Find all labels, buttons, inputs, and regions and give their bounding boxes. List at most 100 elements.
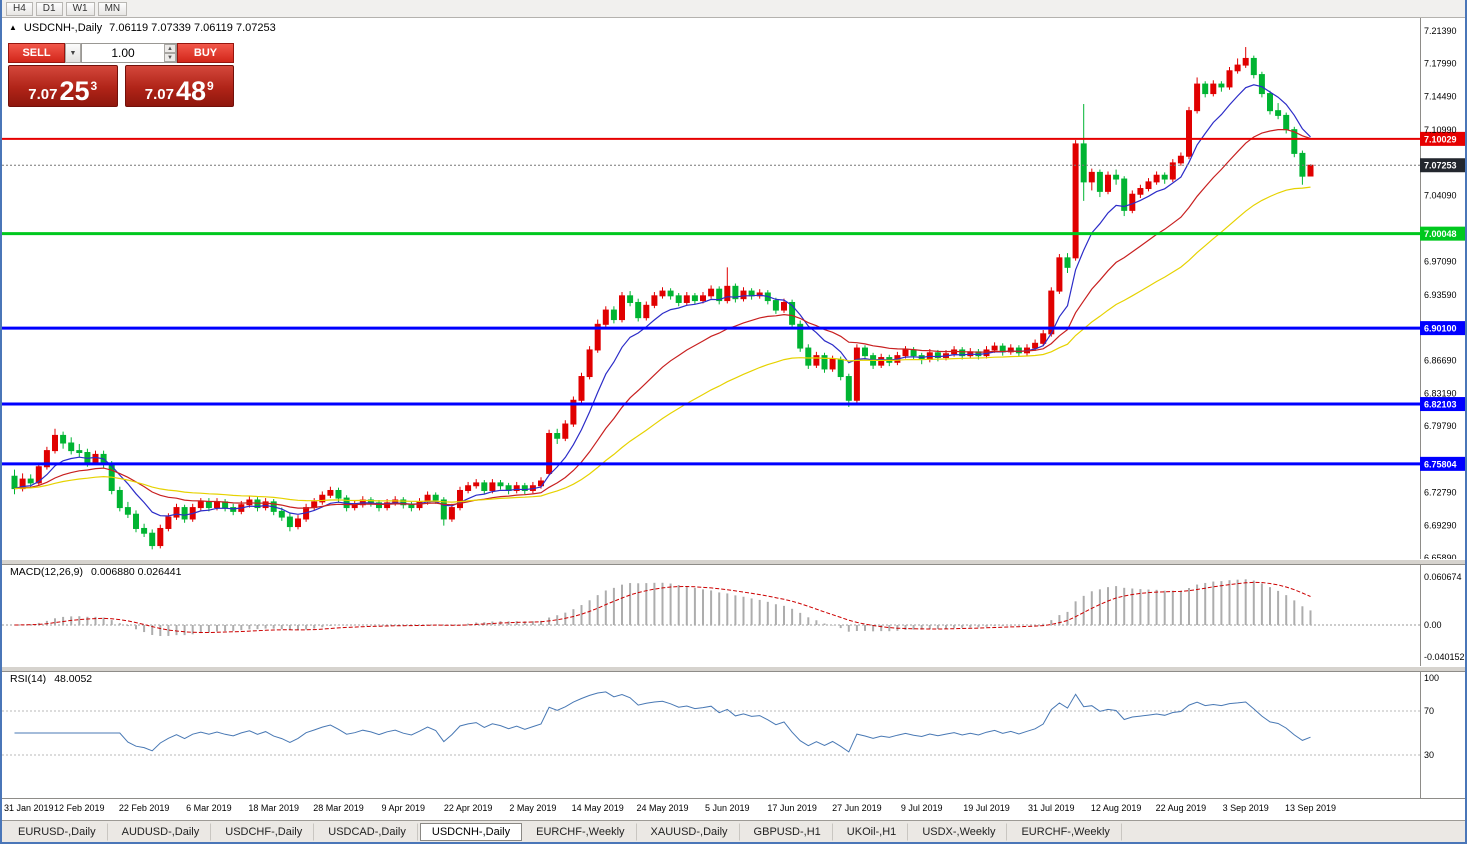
ma-line-8 xyxy=(14,84,1311,517)
timeframe-w1-button[interactable]: W1 xyxy=(65,1,95,16)
svg-text:17 Jun 2019: 17 Jun 2019 xyxy=(767,803,817,813)
chart-header: ▲ USDCNH-,Daily 7.06119 7.07339 7.06119 … xyxy=(9,22,276,34)
candles-group xyxy=(11,47,1314,550)
rsi-name: RSI(14) xyxy=(10,673,47,685)
hline-6.90100[interactable]: 6.90100 xyxy=(2,321,1465,336)
chart-tab-usdx-weekly[interactable]: USDX-,Weekly xyxy=(910,822,1008,841)
chart-tab-eurchf-weekly[interactable]: EURCHF-,Weekly xyxy=(1009,822,1122,841)
trade-panel-top-row: SELL ▼ ▲ ▼ BUY xyxy=(8,43,234,63)
macd-axis-labels: 0.060674 0.00 -0.040152 xyxy=(1424,572,1465,662)
svg-text:6.79790: 6.79790 xyxy=(1424,421,1457,431)
svg-text:12 Feb 2019: 12 Feb 2019 xyxy=(54,803,105,813)
svg-text:22 Feb 2019: 22 Feb 2019 xyxy=(119,803,170,813)
macd-signal-line xyxy=(14,581,1311,633)
macd-histogram xyxy=(21,579,1312,637)
trade-panel-price-row: 7.07 25 3 7.07 48 9 xyxy=(8,65,234,107)
sell-price-sup: 3 xyxy=(90,79,98,93)
chart-tab-eurusd-daily[interactable]: EURUSD-,Daily xyxy=(6,822,108,841)
chart-tab-eurchf-weekly[interactable]: EURCHF-,Weekly xyxy=(524,822,637,841)
svg-text:0.00: 0.00 xyxy=(1424,620,1442,630)
timeframe-mn-button[interactable]: MN xyxy=(97,1,128,16)
svg-text:28 Mar 2019: 28 Mar 2019 xyxy=(313,803,364,813)
svg-text:5 Jun 2019: 5 Jun 2019 xyxy=(705,803,750,813)
chart-tab-audusd-daily[interactable]: AUDUSD-,Daily xyxy=(110,822,212,841)
svg-text:9 Jul 2019: 9 Jul 2019 xyxy=(901,803,943,813)
svg-text:6 Mar 2019: 6 Mar 2019 xyxy=(186,803,232,813)
svg-text:6.72790: 6.72790 xyxy=(1424,487,1457,497)
hline-6.75804[interactable]: 6.75804 xyxy=(2,456,1465,471)
sell-button[interactable]: SELL xyxy=(8,43,65,63)
svg-text:6.86690: 6.86690 xyxy=(1424,355,1457,365)
hline-6.82103[interactable]: 6.82103 xyxy=(2,397,1465,412)
svg-text:7.10990: 7.10990 xyxy=(1424,125,1457,135)
svg-text:-0.040152: -0.040152 xyxy=(1424,652,1465,662)
panel-separator-macd[interactable] xyxy=(2,559,1465,565)
chart-ohlc-values: 7.06119 7.07339 7.06119 7.07253 xyxy=(109,22,276,34)
svg-text:6.97090: 6.97090 xyxy=(1424,257,1457,267)
timeframe-d1-button[interactable]: D1 xyxy=(35,1,63,16)
svg-text:7.07253: 7.07253 xyxy=(1424,161,1457,171)
time-axis-labels: 31 Jan 2019 12 Feb 2019 22 Feb 2019 6 Mar 2… xyxy=(4,803,1336,813)
svg-text:18 Mar 2019: 18 Mar 2019 xyxy=(248,803,299,813)
volume-spinner: ▲ ▼ xyxy=(164,44,176,62)
svg-text:14 May 2019: 14 May 2019 xyxy=(572,803,624,813)
chart-area[interactable]: 7.10029 7.00048 6.90100 6.82103 6.75804 7.072… xyxy=(2,18,1465,820)
rsi-axis-labels: 100 70 30 xyxy=(1424,673,1439,760)
timeframe-toolbar: H4 D1 W1 MN xyxy=(2,0,1465,18)
svg-text:7.10029: 7.10029 xyxy=(1424,134,1457,144)
price-scale[interactable] xyxy=(1420,18,1465,798)
svg-text:6.75804: 6.75804 xyxy=(1424,459,1457,469)
svg-text:0.060674: 0.060674 xyxy=(1424,572,1462,582)
svg-text:22 Apr 2019: 22 Apr 2019 xyxy=(444,803,493,813)
svg-text:24 May 2019: 24 May 2019 xyxy=(636,803,688,813)
buy-price-button[interactable]: 7.07 48 9 xyxy=(124,65,234,107)
svg-text:6.83190: 6.83190 xyxy=(1424,389,1457,399)
chart-tab-usdcnh-daily[interactable]: USDCNH-,Daily xyxy=(419,822,523,841)
buy-button[interactable]: BUY xyxy=(177,43,234,63)
volume-spin-up-button[interactable]: ▲ xyxy=(164,44,176,53)
sell-price-big: 7.07 xyxy=(28,86,58,103)
buy-price-big: 7.07 xyxy=(144,86,174,103)
svg-text:6.93590: 6.93590 xyxy=(1424,290,1457,300)
svg-text:7.00048: 7.00048 xyxy=(1424,229,1457,239)
chart-tab-gbpusd-h1[interactable]: GBPUSD-,H1 xyxy=(742,822,833,841)
svg-text:6.69290: 6.69290 xyxy=(1424,521,1457,531)
sell-price-button[interactable]: 7.07 25 3 xyxy=(8,65,118,107)
svg-text:22 Aug 2019: 22 Aug 2019 xyxy=(1156,803,1207,813)
svg-text:6.90100: 6.90100 xyxy=(1424,324,1457,334)
hline-7.10029[interactable]: 7.10029 xyxy=(2,131,1465,146)
hline-7.00048[interactable]: 7.00048 xyxy=(2,226,1465,241)
svg-text:100: 100 xyxy=(1424,673,1439,683)
chart-tab-xauusd-daily[interactable]: XAUUSD-,Daily xyxy=(639,822,740,841)
chart-tab-bar: EURUSD-,Daily AUDUSD-,Daily USDCHF-,Daily U… xyxy=(2,820,1465,842)
macd-indicator-label: MACD(12,26,9) 0.006880 0.026441 xyxy=(10,566,181,578)
chart-tab-ukoil-h1[interactable]: UKOil-,H1 xyxy=(835,822,909,841)
price-axis-labels: 7.21390 7.17990 7.14490 7.10990 7.04090 6.970… xyxy=(1424,26,1457,563)
volume-input[interactable] xyxy=(81,43,177,63)
ma-line-21 xyxy=(14,128,1311,509)
ma-line-45 xyxy=(14,186,1311,503)
svg-text:6.82103: 6.82103 xyxy=(1424,400,1457,410)
expand-triangle-icon[interactable]: ▲ xyxy=(9,23,17,32)
svg-text:3 Sep 2019: 3 Sep 2019 xyxy=(1223,803,1269,813)
chart-tab-usdchf-daily[interactable]: USDCHF-,Daily xyxy=(213,822,315,841)
svg-text:7.17990: 7.17990 xyxy=(1424,58,1457,68)
panel-separator-rsi[interactable] xyxy=(2,666,1465,672)
chart-tab-usdcad-daily[interactable]: USDCAD-,Daily xyxy=(316,822,418,841)
volume-spin-down-button[interactable]: ▼ xyxy=(164,53,176,62)
rsi-line xyxy=(14,691,1311,753)
svg-text:27 Jun 2019: 27 Jun 2019 xyxy=(832,803,882,813)
volume-dropdown-button[interactable]: ▼ xyxy=(65,43,81,63)
svg-text:13 Sep 2019: 13 Sep 2019 xyxy=(1285,803,1336,813)
svg-text:9 Apr 2019: 9 Apr 2019 xyxy=(382,803,426,813)
time-scale[interactable] xyxy=(2,798,1420,820)
svg-text:7.04090: 7.04090 xyxy=(1424,190,1457,200)
svg-text:70: 70 xyxy=(1424,706,1434,716)
svg-text:31 Jul 2019: 31 Jul 2019 xyxy=(1028,803,1075,813)
candlestick-chart: 7.100297.000486.901006.821036.758047.072… xyxy=(2,18,1465,813)
svg-text:19 Jul 2019: 19 Jul 2019 xyxy=(963,803,1010,813)
svg-text:7.21390: 7.21390 xyxy=(1424,26,1457,36)
timeframe-h4-button[interactable]: H4 xyxy=(6,1,33,16)
